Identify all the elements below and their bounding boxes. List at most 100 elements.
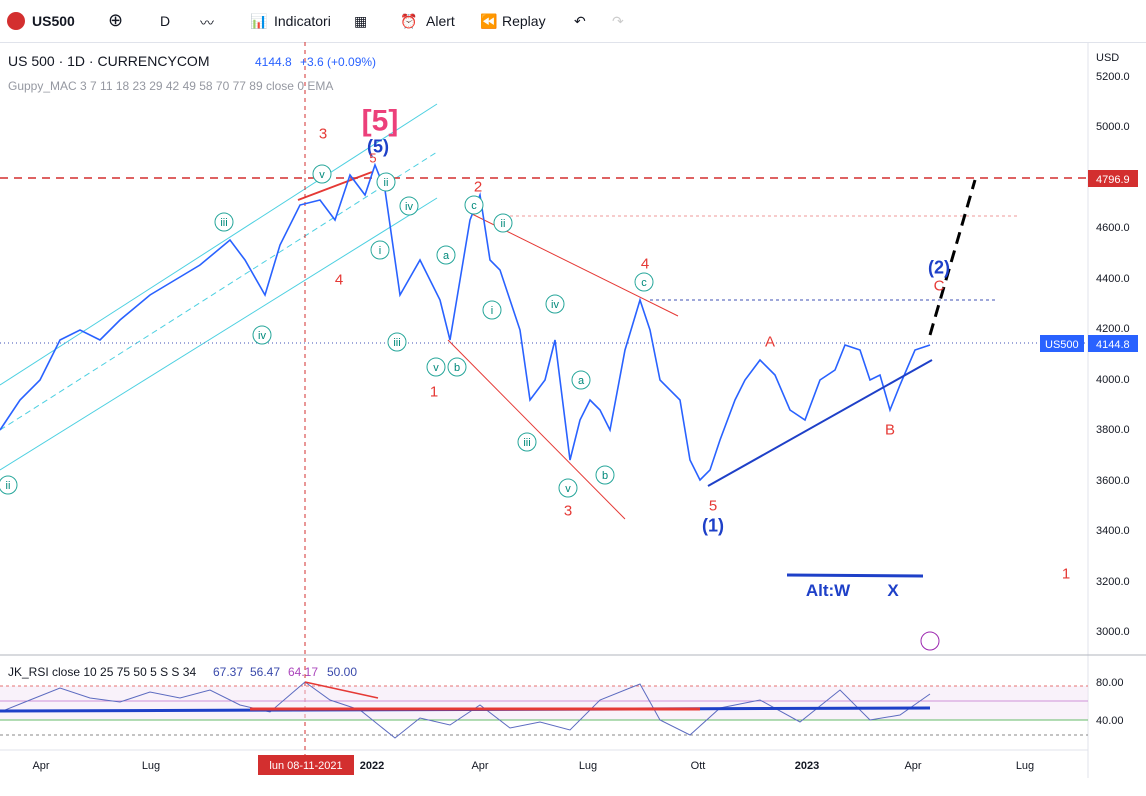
wave-circle bbox=[571, 370, 591, 390]
price-label: 3800.0 bbox=[1096, 424, 1130, 436]
rsi-title: JK_RSI close 10 25 75 50 5 S S 34 bbox=[8, 665, 196, 679]
wave-circle bbox=[634, 272, 654, 292]
time-label: Lug bbox=[579, 760, 597, 772]
alt-line bbox=[786, 573, 924, 578]
wave-label: X bbox=[887, 581, 899, 600]
price-label: 5000.0 bbox=[1096, 121, 1130, 133]
symbol[interactable]: US500 bbox=[32, 13, 75, 29]
channel bbox=[0, 103, 438, 386]
symbol-icon bbox=[7, 12, 25, 30]
toolbar: US500 ⊕ D 〰 📊 Indicatori ▦ ⏰ Alert ⏪ Rep… bbox=[0, 0, 1146, 43]
price-label: 5200.0 bbox=[1096, 71, 1130, 83]
badge bbox=[1088, 335, 1138, 352]
rsi-band bbox=[0, 686, 1088, 720]
layouts[interactable]: ▦ bbox=[354, 13, 368, 29]
wave-circle bbox=[545, 294, 565, 314]
rsi-value: 50.00 bbox=[327, 665, 357, 679]
indicator-legend: Guppy_MAC 3 7 11 18 23 29 42 49 58 70 77… bbox=[8, 79, 333, 93]
wave-circle bbox=[0, 475, 18, 495]
wave-label: v bbox=[433, 362, 439, 374]
wave-circle bbox=[399, 196, 419, 216]
wave-circle bbox=[595, 465, 615, 485]
wave-label: b bbox=[602, 470, 608, 482]
indicators[interactable]: Indicatori bbox=[274, 13, 331, 29]
replay[interactable]: Replay bbox=[502, 13, 546, 29]
wave-label: iv bbox=[551, 299, 559, 311]
rsi-value: 56.47 bbox=[250, 665, 280, 679]
currency: USD bbox=[1096, 52, 1119, 64]
wave-label: (2) bbox=[928, 257, 950, 277]
wave-label: ii bbox=[384, 177, 389, 189]
event-icon[interactable] bbox=[920, 631, 940, 651]
replay-icon: ⏪ bbox=[480, 13, 498, 29]
redo[interactable]: ↷ bbox=[612, 13, 624, 29]
wave-label: b bbox=[454, 362, 460, 374]
wave-label: 3 bbox=[564, 502, 572, 519]
crosshair-badge bbox=[258, 755, 354, 775]
wave-label: 3 bbox=[319, 125, 327, 142]
price-change: +3.6 (+0.09%) bbox=[300, 55, 376, 69]
wave-circle bbox=[482, 300, 502, 320]
chart-style[interactable]: 〰 bbox=[200, 15, 214, 31]
price-label: 3400.0 bbox=[1096, 525, 1130, 537]
wave-label: (5) bbox=[367, 136, 389, 156]
wave-label: 1 bbox=[430, 383, 438, 400]
wave-circle bbox=[517, 432, 537, 452]
alert[interactable]: Alert bbox=[426, 13, 455, 29]
wave-label: c bbox=[641, 277, 647, 289]
wave-circle bbox=[387, 332, 407, 352]
crosshair-date: lun 08-11-2021 bbox=[269, 760, 342, 772]
chart: US 500 · 1D · CURRENCYCOM 4144.8 +3.6 (+… bbox=[0, 42, 1146, 778]
add-button[interactable]: ⊕ bbox=[108, 10, 124, 30]
wave-label: A bbox=[765, 333, 775, 350]
wave-circle bbox=[436, 245, 456, 265]
rsi-value: 64.17 bbox=[288, 665, 318, 679]
channel bbox=[0, 197, 438, 471]
rsi-axis: 40.00 bbox=[1096, 715, 1124, 727]
wave-label: iv bbox=[258, 330, 266, 342]
indicators-icon: 📊 bbox=[250, 13, 268, 29]
time-label: Apr bbox=[471, 760, 488, 772]
wave-label: a bbox=[443, 250, 450, 262]
time-label: Apr bbox=[904, 760, 921, 772]
wave-circle bbox=[426, 357, 446, 377]
badge-symbol: US500 bbox=[1045, 339, 1079, 351]
price-label: 4000.0 bbox=[1096, 374, 1130, 386]
time-label: 2023 bbox=[795, 760, 819, 772]
wave-label: 4 bbox=[335, 271, 343, 288]
wave-circle bbox=[447, 357, 467, 377]
time-label: 2022 bbox=[360, 760, 384, 772]
wave-label: c bbox=[471, 200, 477, 212]
trend bbox=[707, 359, 933, 487]
wave-label: iii bbox=[393, 337, 400, 349]
wave-label: 2 bbox=[474, 178, 482, 195]
wave-circle bbox=[252, 325, 272, 345]
wave-circle bbox=[558, 478, 578, 498]
interval[interactable]: D bbox=[160, 13, 171, 29]
time-label: Lug bbox=[142, 760, 160, 772]
wave-label: i bbox=[491, 305, 493, 317]
wave-label: C bbox=[934, 277, 945, 294]
trend bbox=[297, 171, 373, 201]
wave-label: v bbox=[319, 169, 325, 181]
wave-label: 5 bbox=[709, 497, 717, 514]
badge-last: 4144.8 bbox=[1096, 339, 1130, 351]
wave-label: 4 bbox=[641, 255, 649, 272]
wave-circle bbox=[312, 164, 332, 184]
rsi-axis: 80.00 bbox=[1096, 677, 1124, 689]
wave-circle bbox=[493, 213, 513, 233]
price-label: 4400.0 bbox=[1096, 273, 1130, 285]
price-label: 4600.0 bbox=[1096, 222, 1130, 234]
price-label: 4200.0 bbox=[1096, 323, 1130, 335]
wave-label: iii bbox=[523, 437, 530, 449]
wave-label: [5] bbox=[362, 105, 399, 138]
wave-circle bbox=[464, 195, 484, 215]
wave-label: v bbox=[565, 483, 571, 495]
undo[interactable]: ↶ bbox=[574, 13, 586, 29]
wave-label: ii bbox=[501, 218, 506, 230]
chart-title: US 500 · 1D · CURRENCYCOM bbox=[8, 53, 209, 69]
price-label: 3600.0 bbox=[1096, 475, 1130, 487]
wave-label: Alt:W bbox=[806, 581, 851, 600]
alert-icon: ⏰ bbox=[400, 13, 418, 29]
